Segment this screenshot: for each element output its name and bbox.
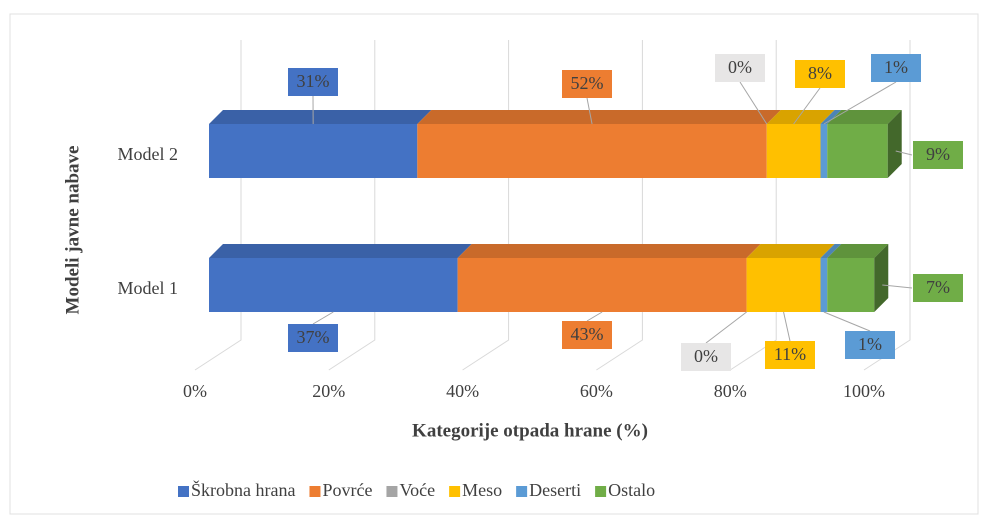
legend-swatch (595, 486, 606, 497)
data-label: 7% (926, 277, 950, 297)
data-label: 52% (571, 73, 604, 93)
data-label: 11% (774, 344, 806, 364)
bar (209, 258, 458, 312)
legend-swatch (449, 486, 460, 497)
data-label: 9% (926, 144, 950, 164)
bar-top-face (417, 110, 780, 124)
legend-swatch (309, 486, 320, 497)
bar (827, 258, 874, 312)
data-label: 1% (858, 334, 882, 354)
data-label: 8% (808, 63, 832, 83)
bar (767, 124, 821, 178)
legend-label: Ostalo (608, 480, 655, 500)
bar (417, 124, 766, 178)
bar (209, 124, 417, 178)
bar (821, 124, 828, 178)
y-tick-label: Model 1 (118, 278, 179, 298)
data-label: 31% (297, 71, 330, 91)
x-tick-label: 0% (183, 381, 207, 401)
legend-label: Škrobna hrana (191, 479, 295, 500)
data-label: 0% (694, 346, 718, 366)
bar-top-face (747, 244, 835, 258)
legend-label: Povrće (322, 480, 372, 500)
x-axis-label: Kategorije otpada hrane (%) (412, 420, 648, 441)
data-label: 0% (728, 57, 752, 77)
x-tick-label: 20% (312, 381, 345, 401)
data-label: 37% (297, 327, 330, 347)
x-tick-label: 60% (580, 381, 613, 401)
x-tick-label: 100% (843, 381, 885, 401)
legend-label: Deserti (529, 480, 581, 500)
bar (827, 124, 887, 178)
bar-top-face (209, 244, 472, 258)
bar (458, 258, 747, 312)
legend-label: Voće (399, 480, 435, 500)
legend-swatch (178, 486, 189, 497)
legend-swatch (386, 486, 397, 497)
bar-top-face (209, 110, 431, 124)
data-label: 1% (884, 57, 908, 77)
legend-label: Meso (462, 480, 502, 500)
y-tick-label: Model 2 (118, 144, 179, 164)
legend-swatch (516, 486, 527, 497)
data-label: 43% (571, 324, 604, 344)
x-tick-label: 80% (714, 381, 747, 401)
x-tick-label: 40% (446, 381, 479, 401)
bar (747, 258, 821, 312)
bar-top-face (458, 244, 761, 258)
bar (821, 258, 828, 312)
y-axis-label: Modeli javne nabave (62, 146, 83, 315)
